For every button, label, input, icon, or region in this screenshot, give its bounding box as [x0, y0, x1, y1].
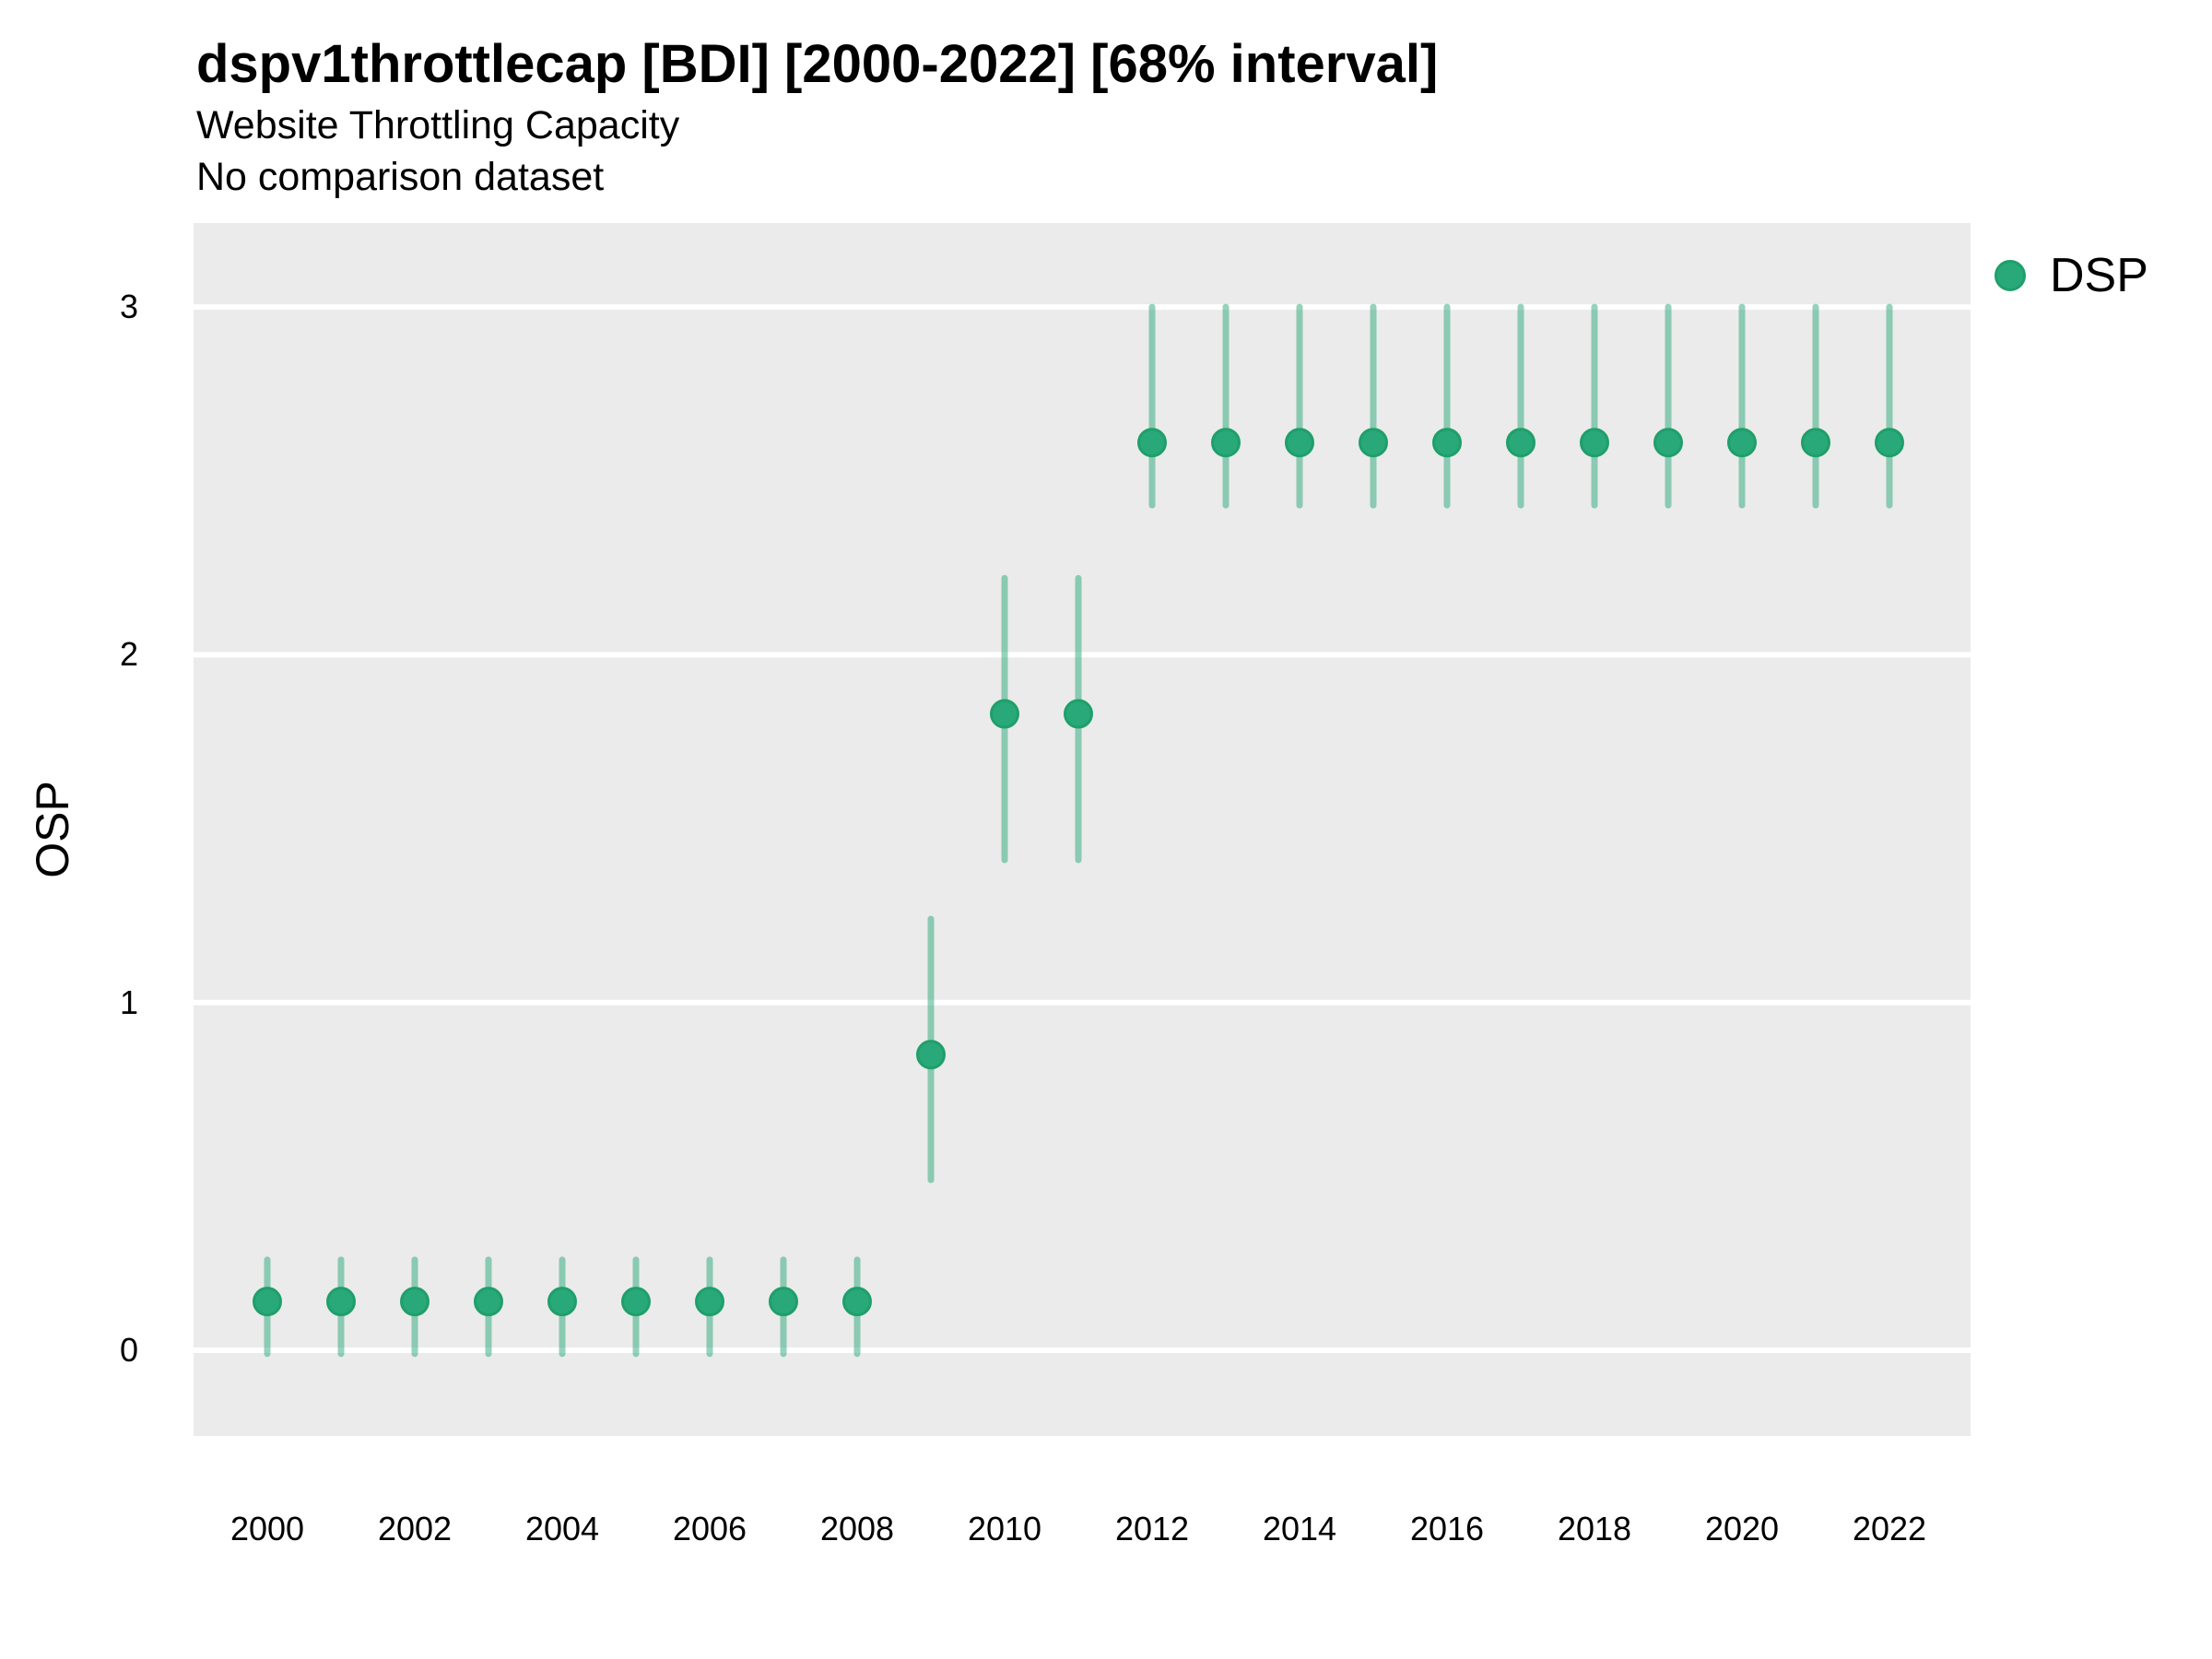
y-tick-label-2: 2: [119, 635, 138, 674]
legend: DSP: [1994, 252, 2148, 300]
plot-comparison-note: No comparison dataset: [196, 155, 605, 199]
x-tick-label-2010: 2010: [967, 1510, 1042, 1547]
point-2012: [1137, 428, 1167, 458]
point-2022: [1875, 428, 1904, 458]
point-2021: [1801, 428, 1830, 458]
point-2009: [916, 1040, 946, 1070]
point-2008: [842, 1287, 872, 1317]
x-tick-label-2002: 2002: [377, 1510, 453, 1547]
legend-label: DSP: [2050, 249, 2148, 302]
x-tick-label-2012: 2012: [1114, 1510, 1190, 1547]
point-2004: [547, 1287, 577, 1317]
point-2010: [990, 699, 1019, 729]
point-2014: [1285, 428, 1314, 458]
point-2005: [621, 1287, 651, 1317]
x-tick-label-2000: 2000: [229, 1510, 305, 1547]
y-axis-title: OSP: [27, 781, 78, 878]
point-2018: [1580, 428, 1609, 458]
point-2013: [1211, 428, 1241, 458]
y-tick-label-1: 1: [119, 982, 138, 1021]
point-2007: [769, 1287, 798, 1317]
x-tick-label-2014: 2014: [1262, 1510, 1337, 1547]
point-2016: [1432, 428, 1462, 458]
x-tick-label-2022: 2022: [1852, 1510, 1927, 1547]
point-2020: [1727, 428, 1757, 458]
point-2000: [253, 1287, 282, 1317]
point-2017: [1506, 428, 1535, 458]
x-tick-label-2008: 2008: [819, 1510, 895, 1547]
plot-subtitle: Website Throttling Capacity: [196, 103, 680, 147]
x-tick-label-2016: 2016: [1409, 1510, 1485, 1547]
point-2002: [400, 1287, 429, 1317]
plot-panel: [194, 223, 1971, 1436]
x-tick-label-2006: 2006: [672, 1510, 747, 1547]
x-tick-label-2004: 2004: [524, 1510, 600, 1547]
point-2011: [1064, 699, 1093, 729]
legend-point-swatch: [1994, 260, 2026, 291]
point-2001: [326, 1287, 356, 1317]
point-2015: [1359, 428, 1388, 458]
point-2019: [1653, 428, 1683, 458]
point-2006: [695, 1287, 724, 1317]
y-tick-label-3: 3: [119, 288, 138, 326]
point-2003: [474, 1287, 503, 1317]
x-tick-label-2018: 2018: [1557, 1510, 1632, 1547]
x-tick-label-2020: 2020: [1704, 1510, 1780, 1547]
plot-title: dspv1throttlecap [BDI] [2000-2022] [68% …: [196, 34, 1439, 94]
chart-canvas: [194, 303, 1971, 1358]
y-tick-label-0: 0: [119, 1331, 138, 1369]
